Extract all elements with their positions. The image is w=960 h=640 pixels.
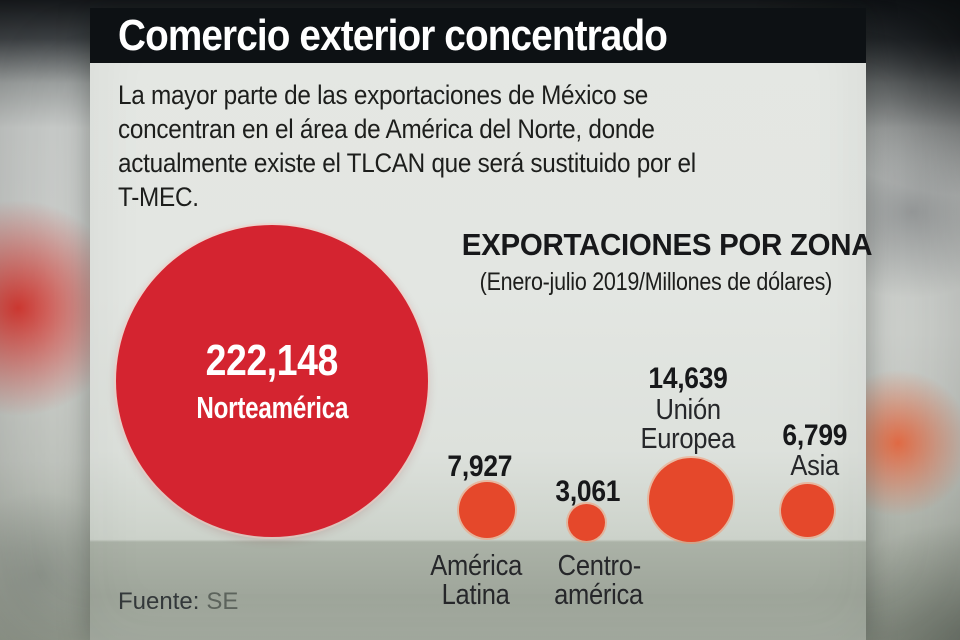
- bubble-america-latina: [459, 482, 515, 538]
- bubble-value-asia: 6,799: [782, 419, 848, 452]
- bubble-value-centroamerica: 3,061: [555, 475, 621, 508]
- bubble-label-asia: Asia: [790, 450, 840, 482]
- title-bar: Comercio exterior concentrado: [90, 8, 866, 63]
- bubble-label-centroamerica: Centro- américa: [554, 550, 644, 611]
- bubble-value-america-latina: 7,927: [447, 450, 513, 483]
- source-note: Fuente: SE: [118, 588, 238, 616]
- bubble-value: 222,148: [205, 336, 339, 385]
- bubble-label: Norteamérica: [196, 390, 348, 425]
- chart-title: EXPORTACIONES POR ZONA: [461, 227, 873, 262]
- source-value: SE: [206, 588, 239, 615]
- page-title: Comercio exterior concentrado: [118, 10, 668, 60]
- bubble-label-america-latina: América Latina: [430, 550, 522, 611]
- bubble-norteamerica: 222,148 Norteamérica: [116, 225, 428, 537]
- intro-paragraph: La mayor parte de las exportaciones de M…: [118, 78, 818, 214]
- infographic-panel: Comercio exterior concentrado La mayor p…: [90, 8, 873, 640]
- bubble-value-union-europea: 14,639: [648, 362, 728, 395]
- intro-line: La mayor parte de las exportaciones de M…: [118, 80, 649, 110]
- bubble-union-europea: [649, 458, 733, 542]
- source-label: Fuente:: [118, 588, 200, 615]
- bubble-asia: [781, 484, 834, 537]
- intro-line: concentran en el área de América del Nor…: [118, 114, 655, 144]
- bubble-label-union-europea: Unión Europea: [640, 394, 736, 455]
- intro-line: actualmente existe el TLCAN que será sus…: [118, 148, 696, 178]
- bubble-centroamerica: [568, 504, 605, 541]
- intro-line: T-MEC.: [118, 182, 199, 212]
- chart-subtitle: (Enero-julio 2019/Millones de dólares): [479, 268, 833, 296]
